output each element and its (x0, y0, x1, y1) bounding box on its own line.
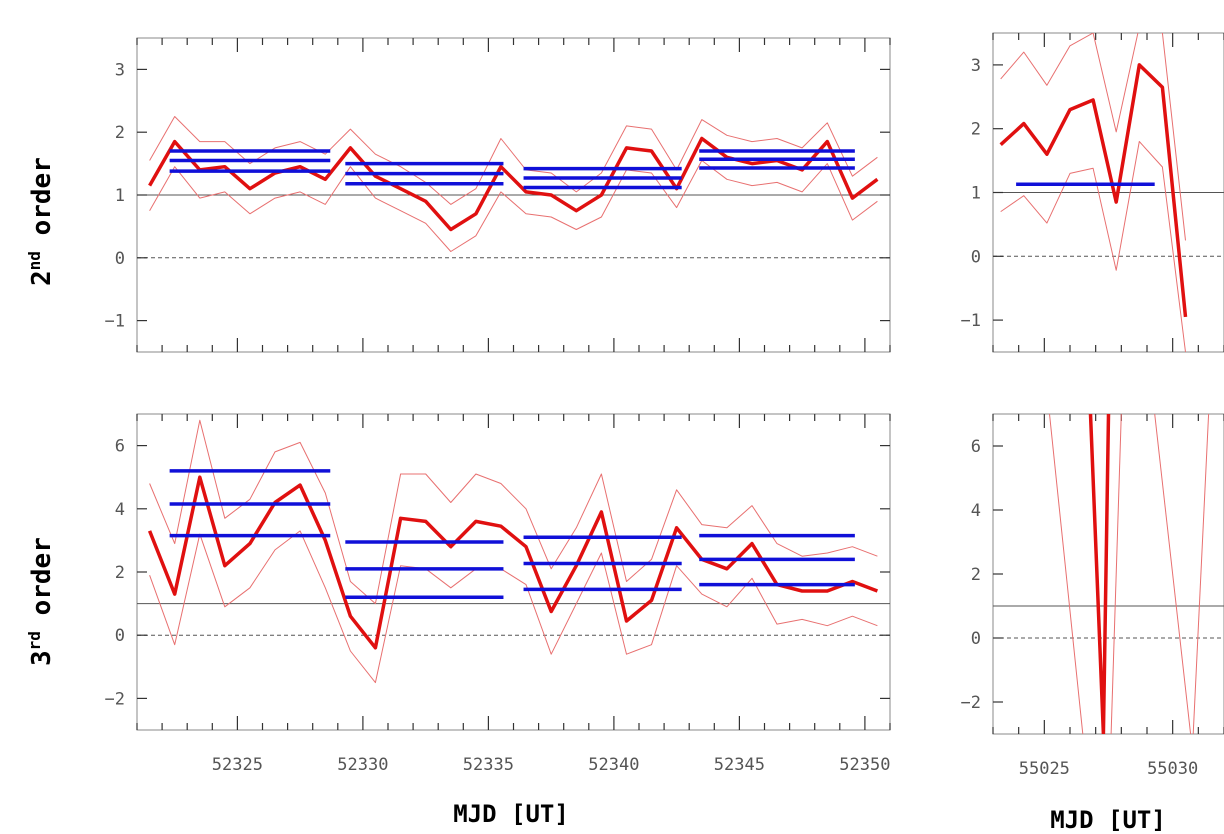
y-tick-label: 0 (115, 249, 125, 269)
chart-panels: −1 0 1 2 3 −1 0 1 2 3 −2 0 2 4 6 52325 52330 52335 52340 52… (105, 32, 1224, 779)
y-tick-label: 3 (971, 56, 981, 76)
x-tick-label: 55025 (1019, 759, 1070, 779)
series-line-measured (148, 136, 879, 232)
row-label-2nd-order: 2nd order (25, 157, 57, 286)
series-line-measured (1088, 414, 1111, 734)
plot-area (999, 33, 1188, 352)
y-tick-label: −1 (105, 312, 125, 332)
series-line-error-upper (1049, 414, 1084, 734)
y-tick-label: 3 (115, 60, 125, 80)
panel-frame (136, 413, 891, 731)
x-tick-label: 52325 (212, 755, 263, 775)
x-tick-label: 52345 (714, 755, 765, 775)
y-tick-label: 1 (971, 184, 981, 204)
y-tick-label: 1 (115, 186, 125, 206)
panel-bottom-left: −2 0 2 4 6 52325 52330 52335 52340 52345 52350 (105, 413, 891, 775)
y-tick-label: 4 (115, 500, 125, 520)
series-line-error-upper (149, 419, 878, 605)
y-tick-label: −2 (105, 689, 125, 709)
series-line-error-lower (149, 530, 878, 684)
plot-area (1049, 414, 1210, 734)
y-tick-label: 2 (971, 120, 981, 140)
y-tick-label: 0 (971, 247, 981, 267)
x-tick-label: 55030 (1147, 759, 1198, 779)
x-tick-label: 52330 (337, 755, 388, 775)
series-line-error-lower (1000, 141, 1186, 352)
panel-top-left: −1 0 1 2 3 (105, 37, 891, 353)
row-label-3rd-order: 3rd order (25, 537, 57, 666)
x-axis-title-left: MJD [UT] (453, 800, 569, 828)
y-tick-label: 0 (115, 626, 125, 646)
y-tick-label: −1 (961, 311, 981, 331)
y-tick-label: −2 (961, 693, 981, 713)
series-line-error-upper (1000, 33, 1186, 241)
x-tick-label: 52335 (463, 755, 514, 775)
series-line-error-lower (1154, 414, 1192, 734)
series-line-error-lower2 (1192, 414, 1210, 734)
panel-top-right: −1 0 1 2 3 (961, 32, 1224, 353)
series-line-measured (999, 63, 1188, 318)
y-tick-label: 6 (115, 437, 125, 457)
y-tick-label: 6 (971, 437, 981, 457)
series-line-error-upper2 (1110, 414, 1122, 734)
y-tick-label: 2 (971, 565, 981, 585)
plot-area (148, 116, 879, 252)
y-tick-label: 2 (115, 123, 125, 143)
x-tick-label: 52350 (839, 755, 890, 775)
y-tick-label: 2 (115, 563, 125, 583)
y-tick-label: 0 (971, 629, 981, 649)
panel-bottom-right: −2 0 2 4 6 55025 55030 (961, 413, 1224, 779)
x-tick-label: 52340 (588, 755, 639, 775)
x-axis-title-right: MJD [UT] (1050, 806, 1166, 834)
plot-area (147, 419, 879, 684)
y-tick-label: 4 (971, 501, 981, 521)
series-line-error-lower (149, 160, 878, 252)
series-line-measured (147, 475, 879, 650)
